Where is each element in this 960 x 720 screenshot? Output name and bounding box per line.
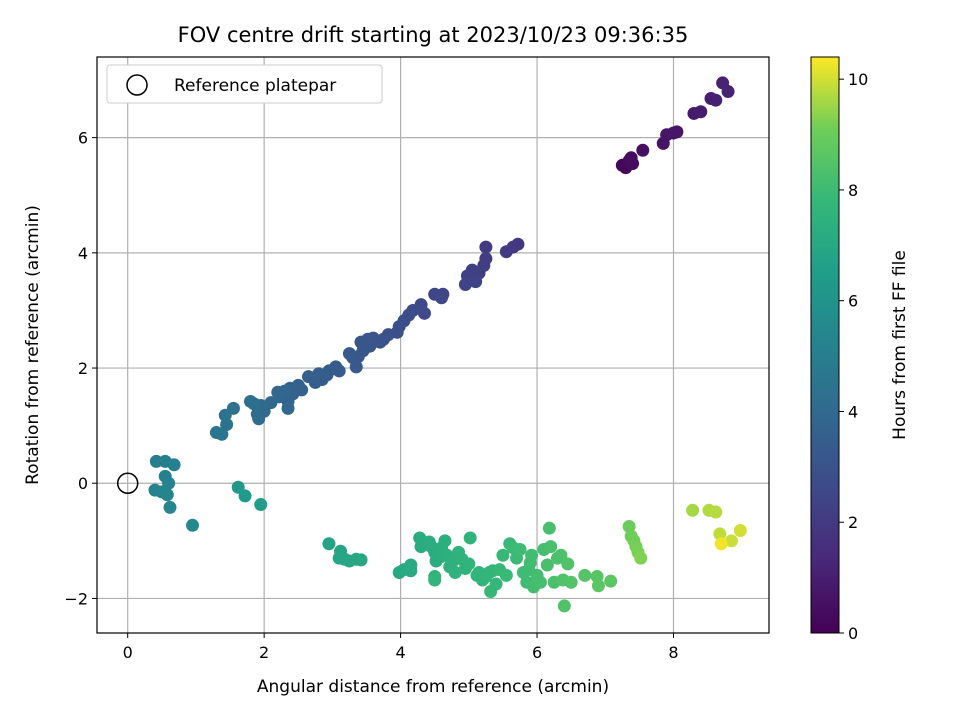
data-point	[238, 489, 252, 503]
data-point	[499, 245, 513, 259]
data-point	[167, 458, 181, 472]
data-point	[714, 537, 728, 551]
data-point	[354, 553, 368, 567]
data-point	[404, 558, 418, 572]
colorbar-gradient	[810, 56, 840, 634]
data-point	[499, 568, 513, 582]
data-point	[634, 551, 648, 565]
data-point	[428, 573, 442, 587]
data-point	[540, 558, 554, 572]
data-point	[463, 531, 477, 545]
data-point	[564, 575, 578, 589]
colorbar-tick-label: 8	[848, 181, 858, 200]
data-point	[604, 574, 618, 588]
legend: Reference platepar	[106, 64, 383, 104]
x-tick-label: 4	[396, 643, 406, 662]
y-tick-label: 4	[78, 244, 88, 263]
data-point	[244, 394, 258, 408]
data-point	[542, 521, 556, 535]
grid	[97, 57, 769, 633]
data-point	[694, 105, 708, 119]
data-points	[116, 76, 747, 613]
data-point	[578, 568, 592, 582]
y-tick-label: 0	[78, 474, 88, 493]
y-axis-label: Rotation from reference (arcmin)	[23, 205, 43, 485]
data-point	[445, 556, 459, 570]
data-point	[525, 548, 539, 562]
colorbar-tick-label: 4	[848, 402, 858, 421]
data-point	[462, 557, 476, 571]
data-point	[624, 151, 638, 165]
data-point	[160, 488, 174, 502]
data-point	[342, 347, 356, 361]
data-point	[489, 577, 503, 591]
colorbar-label: Hours from first FF file	[890, 250, 910, 440]
y-tick-label: 6	[78, 129, 88, 148]
x-tick-label: 8	[668, 643, 678, 662]
colorbar-tick-label: 0	[848, 624, 858, 643]
reference-point	[116, 472, 139, 494]
data-point	[724, 534, 738, 548]
colorbar-ticks: 0 2 4 6 8 10	[839, 70, 868, 643]
data-point	[301, 370, 315, 384]
chart-title: FOV centre drift starting at 2023/10/23 …	[178, 23, 689, 47]
x-tick-label: 0	[123, 643, 133, 662]
data-point	[435, 291, 449, 305]
data-point	[271, 385, 285, 399]
data-point	[438, 534, 452, 548]
data-point	[186, 518, 200, 532]
data-point	[591, 579, 605, 593]
data-point	[533, 575, 547, 589]
data-point	[709, 93, 723, 107]
data-point	[557, 599, 571, 613]
data-point	[218, 408, 232, 422]
data-point	[469, 275, 483, 289]
colorbar-tick-label: 6	[848, 292, 858, 311]
data-point	[354, 335, 368, 349]
axis-ticks: 0 2 4 6 8 −2 0 2 4 6	[64, 129, 678, 662]
data-point	[349, 360, 363, 374]
data-point	[281, 401, 295, 415]
data-point	[448, 566, 462, 580]
legend-entry: Reference platepar	[174, 76, 336, 96]
colorbar-tick-label: 10	[848, 70, 868, 89]
data-point	[254, 498, 268, 512]
legend-box	[106, 64, 383, 104]
data-point	[670, 125, 684, 139]
data-point	[417, 306, 431, 320]
x-axis-label: Angular distance from reference (arcmin)	[257, 677, 609, 697]
data-point	[544, 540, 558, 554]
data-point	[686, 503, 700, 517]
data-point	[622, 519, 636, 533]
data-point	[513, 542, 527, 556]
data-point	[636, 143, 650, 157]
data-point	[709, 505, 723, 519]
data-point	[561, 557, 575, 571]
legend-marker	[126, 74, 148, 96]
data-point	[209, 426, 223, 440]
data-point	[252, 412, 266, 426]
y-tick-label: 2	[78, 359, 88, 378]
data-point	[458, 278, 472, 292]
data-point	[479, 240, 493, 254]
data-point	[163, 500, 177, 514]
y-tick-label: −2	[64, 589, 88, 608]
data-point	[496, 548, 510, 562]
data-point	[332, 551, 346, 565]
data-point	[721, 85, 735, 99]
x-tick-label: 6	[532, 643, 542, 662]
data-point	[322, 537, 336, 551]
data-point	[713, 527, 727, 541]
colorbar: 0 2 4 6 8 10 Hours from first FF file	[810, 56, 910, 643]
x-tick-label: 2	[259, 643, 269, 662]
colorbar-tick-label: 2	[848, 513, 858, 532]
plot-area	[96, 56, 770, 634]
data-point	[733, 523, 747, 537]
